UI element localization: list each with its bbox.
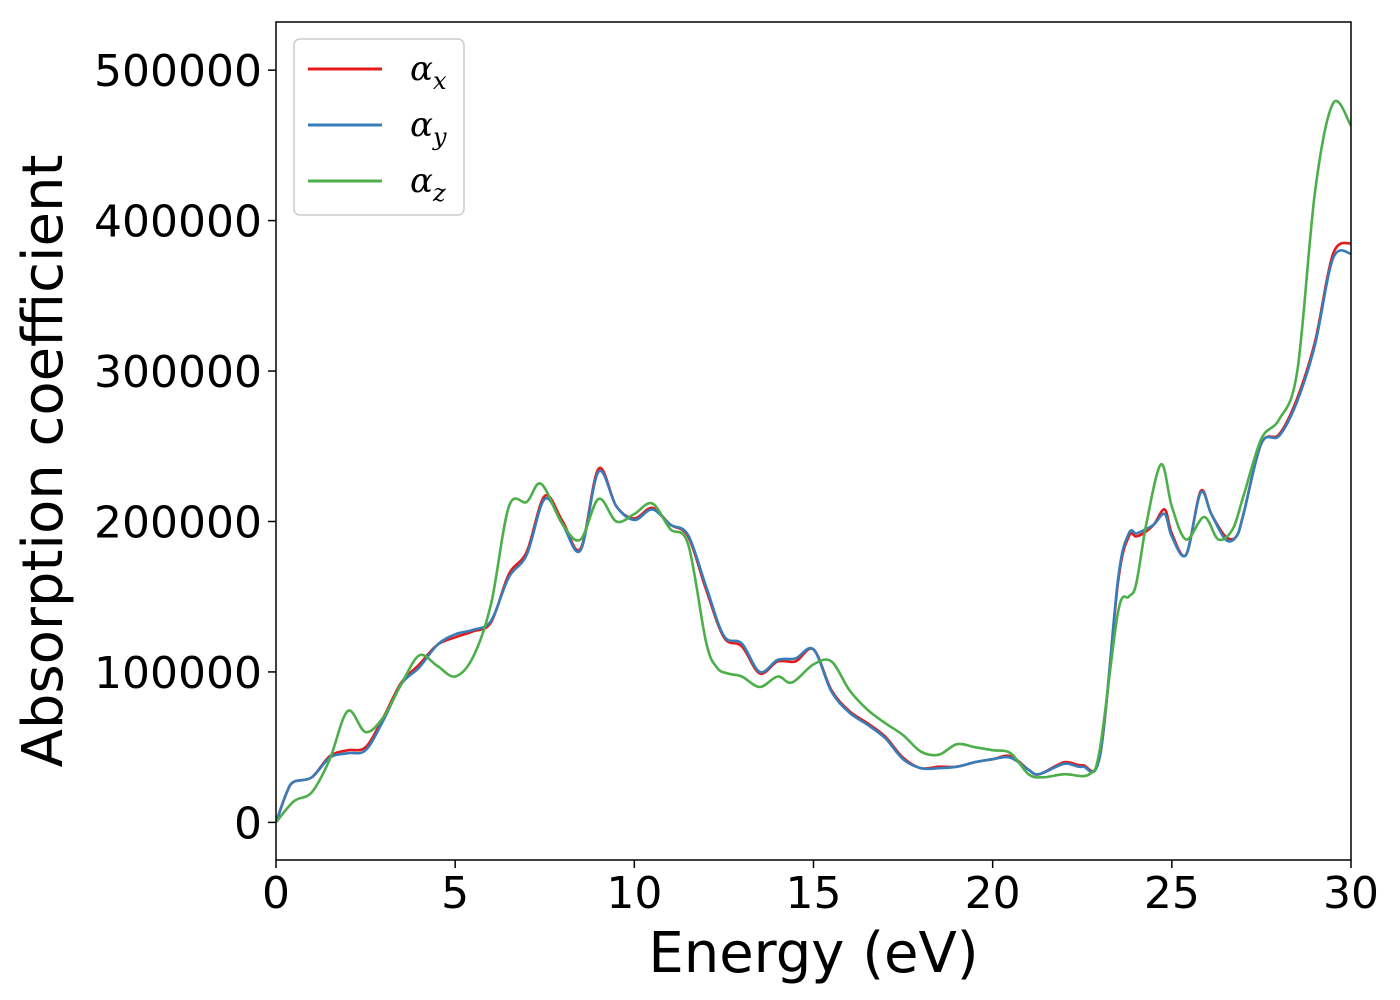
x-tick-label: 5 bbox=[441, 868, 469, 919]
y-axis-title: Absorption coefficient bbox=[11, 155, 76, 768]
x-tick-label: 20 bbox=[965, 868, 1021, 919]
y-tick-label: 400000 bbox=[94, 197, 262, 248]
legend: αx αy αz bbox=[293, 38, 465, 216]
x-tick-label: 0 bbox=[262, 868, 290, 919]
y-tick-label: 100000 bbox=[94, 648, 262, 699]
legend-box bbox=[293, 38, 465, 216]
legend-label-x: αx bbox=[410, 49, 447, 95]
x-tick-label: 30 bbox=[1323, 868, 1379, 919]
y-tick-label: 200000 bbox=[94, 497, 262, 548]
legend-label-z: αz bbox=[410, 161, 446, 207]
x-tick-label: 25 bbox=[1144, 868, 1200, 919]
x-axis-title: Energy (eV) bbox=[648, 921, 978, 986]
y-tick-label: 300000 bbox=[94, 347, 262, 398]
x-tick-label: 15 bbox=[786, 868, 842, 919]
x-tick-label: 10 bbox=[606, 868, 662, 919]
y-tick-label: 0 bbox=[234, 798, 262, 849]
ticks-layer: 0 5 10 15 20 25 30 0 100000 200000 300000 400000 500… bbox=[94, 46, 1379, 919]
series-layer bbox=[276, 99, 1351, 824]
legend-label-y: αy bbox=[410, 105, 447, 151]
series-line-y bbox=[276, 249, 1351, 823]
series-line-z bbox=[276, 99, 1351, 824]
y-tick-label: 500000 bbox=[94, 46, 262, 97]
